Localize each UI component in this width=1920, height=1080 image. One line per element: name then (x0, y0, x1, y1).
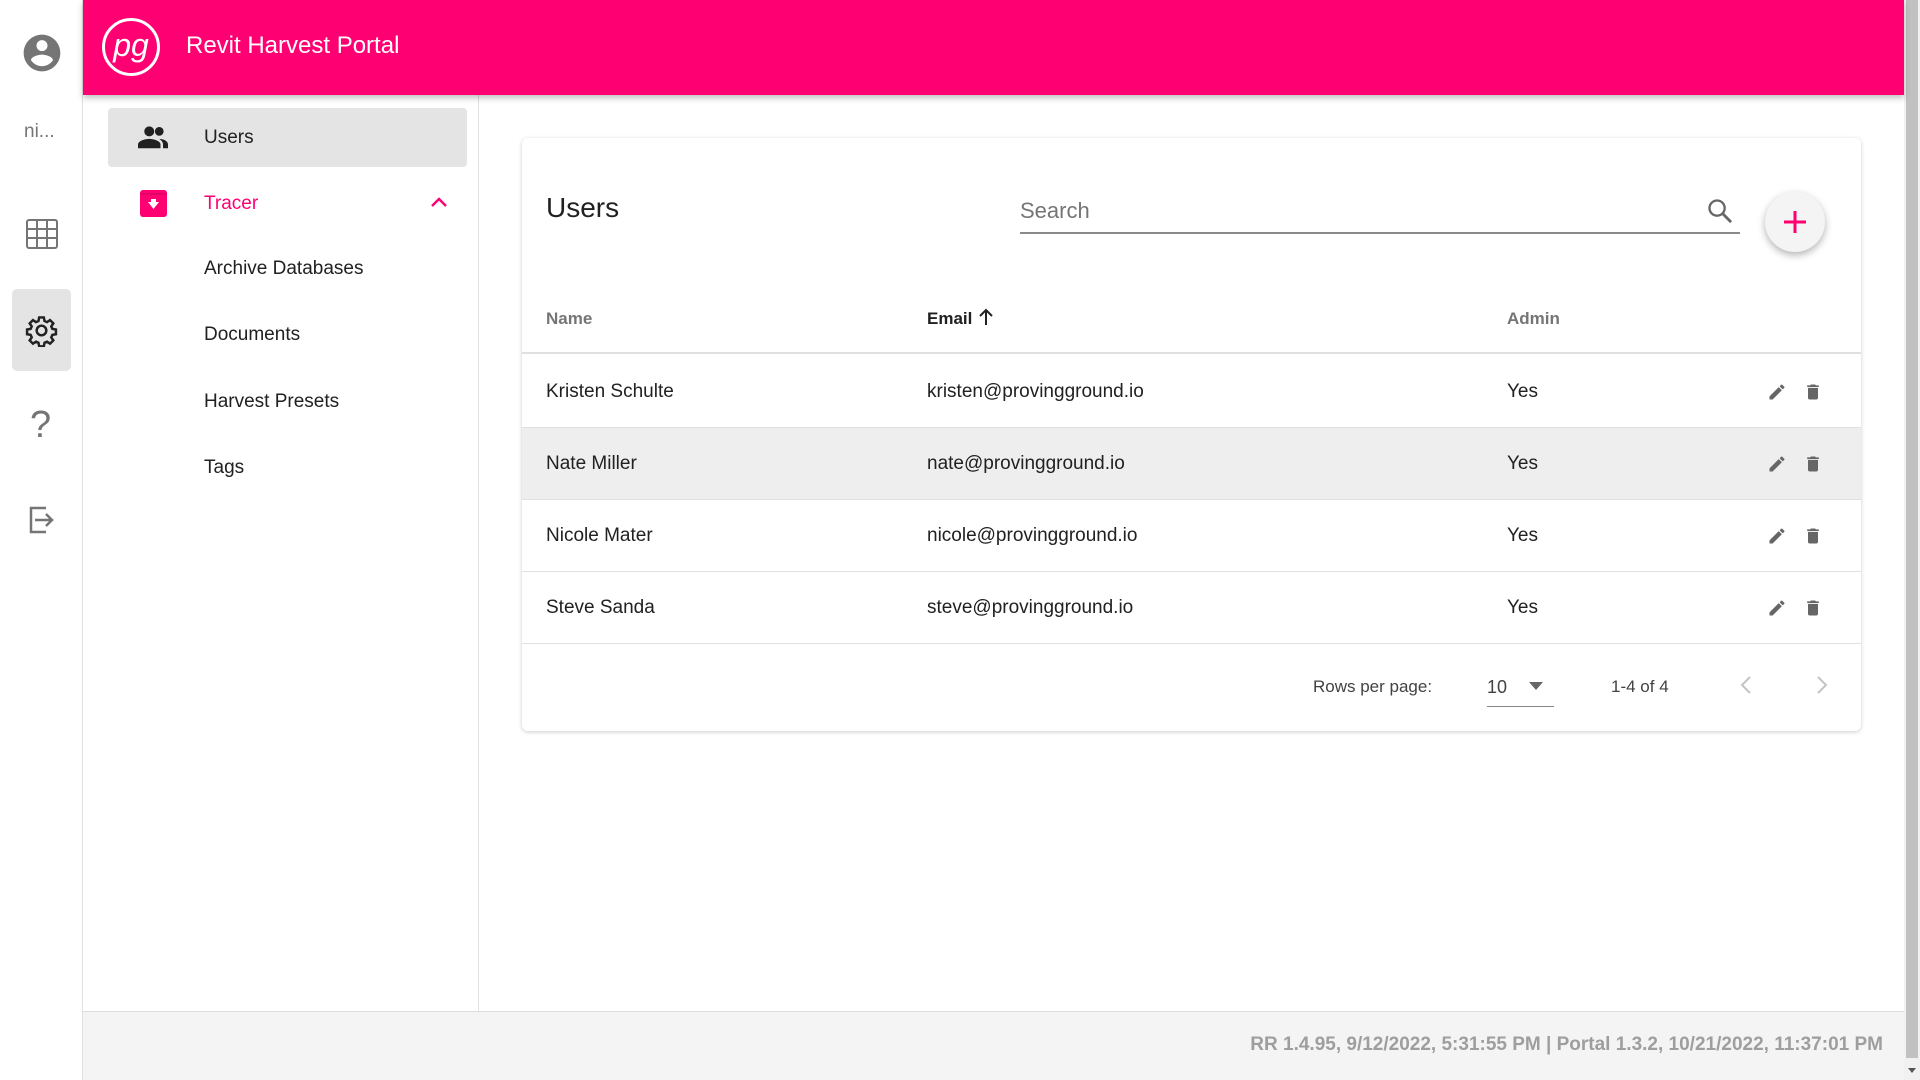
user-name: Steve Sanda (546, 597, 655, 618)
users-card: Users Name Email Admin Kristen Schulte k… (522, 138, 1861, 731)
sidebar-item-users[interactable]: Users (108, 108, 467, 167)
edit-icon[interactable] (1767, 598, 1787, 618)
edit-icon[interactable] (1767, 382, 1787, 402)
delete-icon[interactable] (1803, 525, 1823, 547)
settings-button[interactable] (12, 289, 71, 371)
scroll-down-arrow-icon[interactable] (1908, 1068, 1916, 1073)
logout-icon[interactable] (28, 506, 56, 534)
user-admin: Yes (1507, 453, 1538, 474)
table-row[interactable]: Kristen Schulte kristen@provingground.io… (522, 356, 1861, 428)
gear-icon (25, 316, 58, 347)
rows-per-page-value: 10 (1487, 677, 1508, 697)
sidebar-subitem-tags[interactable]: Tags (204, 457, 245, 478)
sidebar: Users Tracer Archive Databases Documents… (83, 95, 479, 1011)
user-name: Kristen Schulte (546, 381, 674, 402)
dropdown-arrow-icon (1529, 682, 1543, 690)
table-row[interactable]: Steve Sanda steve@provingground.io Yes (522, 572, 1861, 644)
sidebar-item-label: Users (204, 127, 254, 148)
table-header: Name Email Admin (522, 283, 1861, 354)
archive-icon (140, 190, 167, 217)
icon-rail: ni... ? (0, 0, 83, 1080)
delete-icon[interactable] (1803, 381, 1823, 403)
search-icon[interactable] (1706, 197, 1734, 225)
delete-icon[interactable] (1803, 597, 1823, 619)
app-header: pg Revit Harvest Portal (83, 0, 1904, 95)
sidebar-item-tracer[interactable]: Tracer (108, 174, 467, 233)
user-admin: Yes (1507, 525, 1538, 546)
chevron-up-icon[interactable] (430, 196, 448, 208)
previous-page-icon[interactable] (1740, 675, 1752, 695)
sidebar-subitem-documents[interactable]: Documents (204, 324, 301, 345)
scrollbar[interactable] (1904, 0, 1920, 1080)
user-name: Nate Miller (546, 453, 637, 474)
help-icon[interactable]: ? (30, 404, 52, 446)
table-row[interactable]: Nate Miller nate@provingground.io Yes (522, 428, 1861, 500)
users-icon (138, 126, 168, 149)
username-label: ni... (24, 121, 55, 142)
app-title: Revit Harvest Portal (186, 32, 400, 59)
add-user-button[interactable] (1765, 192, 1825, 252)
edit-icon[interactable] (1767, 454, 1787, 474)
user-admin: Yes (1507, 597, 1538, 618)
column-header-email-label: Email (927, 309, 973, 328)
edit-icon[interactable] (1767, 526, 1787, 546)
delete-icon[interactable] (1803, 453, 1823, 475)
search-input[interactable] (1020, 190, 1740, 234)
pg-logo[interactable]: pg (102, 18, 160, 76)
user-email: steve@provingground.io (927, 597, 1134, 618)
column-header-admin[interactable]: Admin (1507, 309, 1560, 328)
rows-per-page-select[interactable]: 10 (1487, 667, 1554, 707)
footer: RR 1.4.95, 9/12/2022, 5:31:55 PM | Porta… (83, 1011, 1904, 1080)
table-row[interactable]: Nicole Mater nicole@provingground.io Yes (522, 500, 1861, 572)
version-info: RR 1.4.95, 9/12/2022, 5:31:55 PM | Porta… (1250, 1034, 1883, 1055)
column-header-name[interactable]: Name (546, 309, 593, 328)
user-admin: Yes (1507, 381, 1538, 402)
sidebar-item-label: Tracer (204, 193, 259, 214)
user-name: Nicole Mater (546, 525, 653, 546)
next-page-icon[interactable] (1816, 675, 1828, 695)
table-pagination: Rows per page: 10 1-4 of 4 (522, 641, 1861, 731)
sidebar-subitem-harvest-presets[interactable]: Harvest Presets (204, 391, 340, 412)
user-email: nate@provingground.io (927, 453, 1125, 474)
page-range: 1-4 of 4 (1611, 677, 1669, 696)
sidebar-subitem-archive-databases[interactable]: Archive Databases (204, 258, 364, 279)
page-title: Users (546, 192, 620, 223)
user-email: nicole@provingground.io (927, 525, 1138, 546)
grid-icon[interactable] (26, 219, 58, 249)
plus-icon (1784, 211, 1806, 233)
sort-ascending-icon (979, 308, 994, 325)
user-email: kristen@provingground.io (927, 381, 1144, 402)
column-header-email[interactable]: Email (927, 283, 994, 354)
scrollbar-thumb[interactable] (1906, 0, 1918, 1058)
rows-per-page-label: Rows per page: (1313, 677, 1433, 696)
account-avatar-icon[interactable] (20, 31, 64, 75)
